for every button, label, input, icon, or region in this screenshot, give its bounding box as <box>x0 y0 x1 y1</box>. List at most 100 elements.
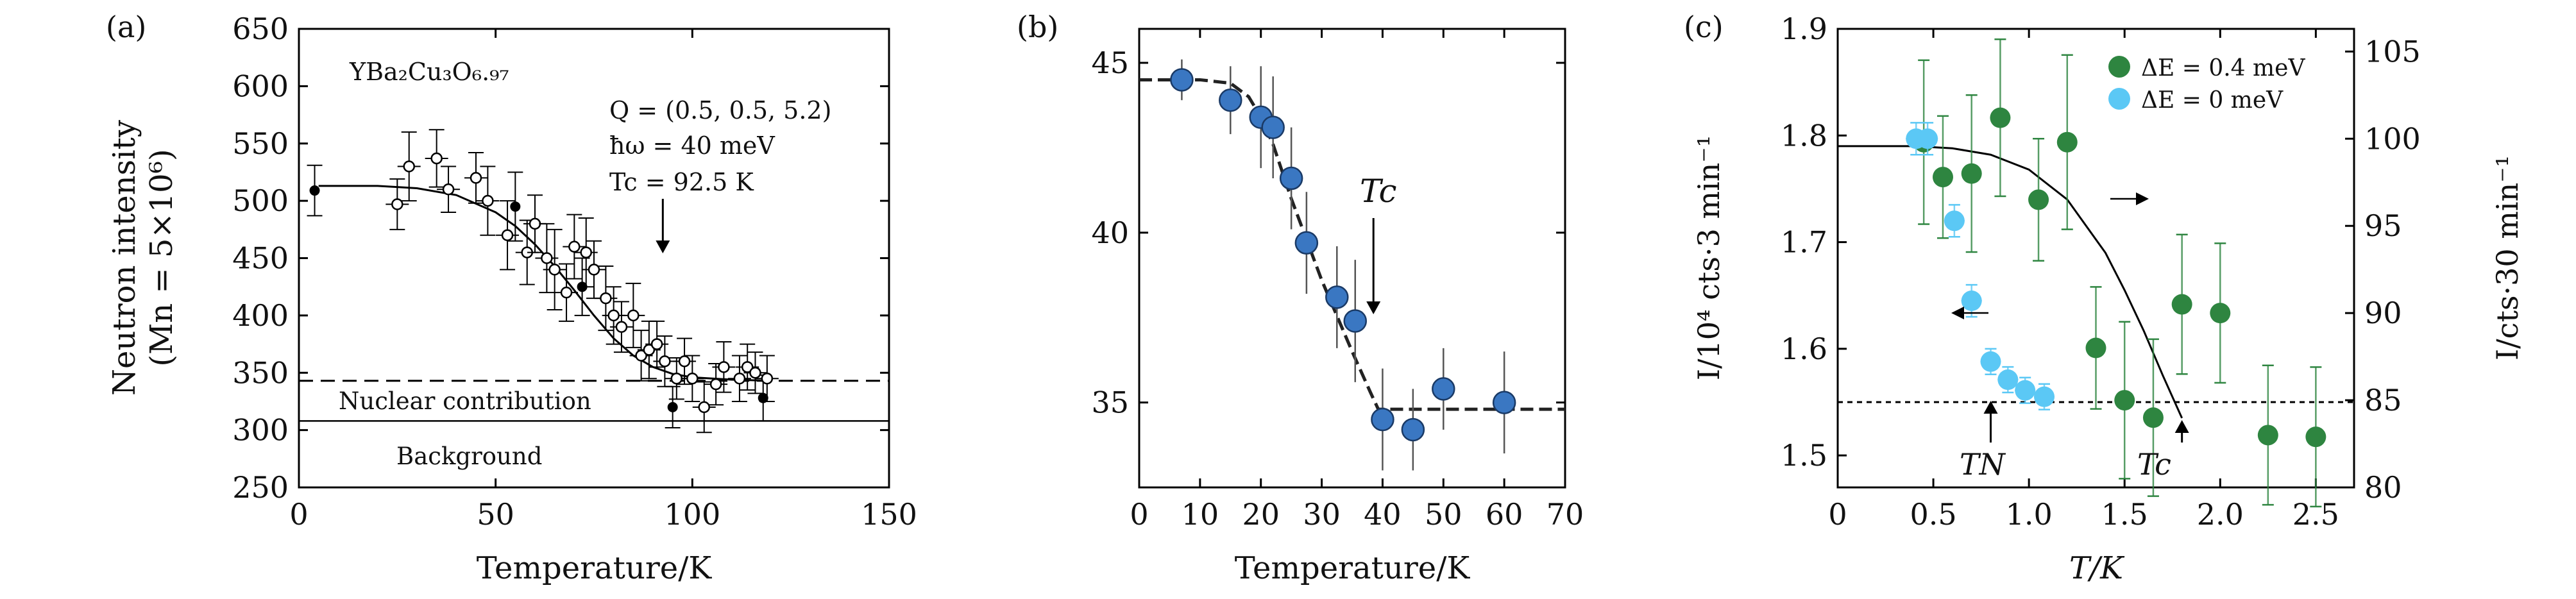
y-tick-label: 35 <box>1091 385 1129 420</box>
y-tick-label-right: 95 <box>2364 208 2402 243</box>
x-axis-label: T/K <box>2069 550 2125 586</box>
data-point <box>1961 163 1982 184</box>
x-tick-label: 40 <box>1364 497 1402 532</box>
data-point <box>1279 166 1303 190</box>
data-point <box>1917 128 1938 149</box>
x-tick-label: 150 <box>861 497 917 532</box>
tn-arrow-head <box>1983 401 1998 414</box>
data-point <box>1944 210 1965 232</box>
data-point <box>1261 115 1285 139</box>
x-tick-label: 30 <box>1303 497 1341 532</box>
data-point-open <box>482 194 494 207</box>
data-points <box>1170 59 1516 471</box>
panel-c: (c) 0 0.5 1.0 1.5 2.0 2.51.51.61.71.81.980859… <box>1684 10 2525 586</box>
y-tick-label: 1.5 <box>1781 438 1827 473</box>
legend-marker-series-2 <box>2108 88 2130 110</box>
data-point-open <box>659 355 671 367</box>
data-point-open <box>650 338 663 350</box>
data-point <box>1294 231 1319 255</box>
data-point-open <box>529 217 541 230</box>
y-tick-label: 40 <box>1091 215 1129 250</box>
y-tick-label: 45 <box>1091 46 1129 80</box>
tc-arrow <box>1366 218 1381 314</box>
data-point <box>1401 418 1425 442</box>
left-axis-arrow-head <box>1951 307 1964 319</box>
y-tick-label: 550 <box>232 126 289 161</box>
y-tick-label-right: 90 <box>2364 296 2402 330</box>
panel-a: (a) 0 50 100 150 250 300 350 400 450 500 550 600 650… <box>106 10 917 586</box>
data-point-open <box>749 367 761 379</box>
plot-frame <box>1836 28 2355 489</box>
fit-curve-path <box>318 185 772 382</box>
data-point-open <box>600 292 612 305</box>
data-point-open <box>442 183 455 196</box>
data-point-open <box>615 321 628 333</box>
x-tick-label: 1.5 <box>2101 497 2148 532</box>
data-point <box>2056 131 2078 153</box>
y-tick-label: 500 <box>232 183 289 218</box>
y-tick-label-right: 85 <box>2364 383 2402 418</box>
x-tick-label: 0 <box>1130 497 1148 532</box>
x-tick-label: 50 <box>1425 497 1462 532</box>
fit-curve <box>1139 78 1565 411</box>
data-point-open <box>627 309 640 322</box>
data-point <box>2257 425 2278 446</box>
y-tick-label: 350 <box>232 355 289 390</box>
x-tick-label: 0 <box>289 497 308 532</box>
data-point-open <box>733 372 746 385</box>
data-point-open <box>678 355 691 367</box>
data-point-open <box>430 152 443 165</box>
background-label: Background <box>396 443 542 470</box>
x-tick-label: 10 <box>1182 497 1219 532</box>
x-tick-label: 20 <box>1242 497 1280 532</box>
y-axis-label-line1: Neutron intensity <box>106 120 142 396</box>
data-point <box>2305 426 2326 448</box>
tc-label: Tc <box>2137 447 2171 482</box>
data-point-open <box>403 160 415 173</box>
tc-arrow <box>656 199 670 253</box>
y-axis-label-right: I/cts·30 min⁻¹ <box>2490 155 2525 360</box>
right-axis-arrow-head <box>2136 192 2149 205</box>
tc-arrow-head <box>2174 420 2189 433</box>
fit-curve <box>318 185 772 382</box>
x-tick-label: 2.0 <box>2197 497 2244 532</box>
data-point-open <box>501 229 514 241</box>
data-point-open <box>568 240 580 253</box>
y-tick-label: 1.7 <box>1781 225 1827 260</box>
data-point-open <box>541 252 553 264</box>
data-point <box>1219 88 1242 112</box>
data-point-open <box>761 372 774 385</box>
data-points <box>1906 38 2326 508</box>
panel-b-tag: (b) <box>1017 10 1058 44</box>
panel-c-tag: (c) <box>1684 10 1724 44</box>
data-point-filled <box>667 401 678 412</box>
legend-label-series-2: ΔE = 0 meV <box>2141 87 2284 114</box>
data-point-open <box>607 309 620 322</box>
data-point <box>1492 391 1516 414</box>
plot-frame <box>1138 28 1566 489</box>
data-point-filled <box>510 201 521 212</box>
arrows <box>1951 192 2189 443</box>
data-point-open <box>686 372 699 385</box>
tc-label: Tc <box>1360 173 1396 210</box>
data-point <box>2085 337 2106 359</box>
data-point <box>2015 380 2036 401</box>
energy-label: ħω = 40 meV <box>609 131 775 160</box>
data-point-open <box>548 264 561 276</box>
y-tick-label: 1.8 <box>1781 118 1827 153</box>
data-point-filled <box>758 392 768 403</box>
fit-curve-path <box>1139 78 1565 411</box>
x-tick-label: 70 <box>1546 497 1584 532</box>
x-tick-label: 100 <box>664 497 720 532</box>
data-point <box>1371 407 1394 432</box>
data-point <box>1961 291 1982 312</box>
y-tick-label: 1.9 <box>1781 12 1827 46</box>
data-point-filled <box>309 185 320 196</box>
data-point <box>2142 407 2164 428</box>
data-point <box>1997 369 2019 391</box>
data-point <box>2034 386 2055 407</box>
data-point <box>2028 189 2049 210</box>
data-point <box>2171 294 2192 315</box>
